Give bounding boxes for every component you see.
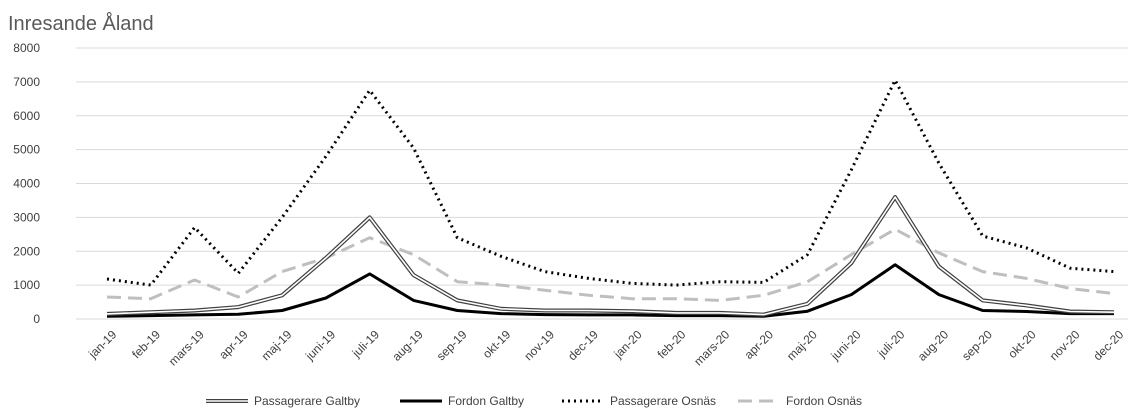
x-tick-label: nov-20: [1047, 327, 1083, 363]
x-tick-label: aug-19: [389, 327, 426, 364]
x-tick-label: maj-19: [259, 327, 295, 363]
legend-label: Fordon Osnäs: [786, 394, 862, 408]
legend: Passagerare Galtby Fordon Galtby Passagera…: [206, 394, 862, 408]
x-tick-label: apr-19: [216, 327, 251, 362]
x-axis-ticks: jan-19 feb-19 mars-19 apr-19 maj-19 juni-19 ju…: [85, 327, 1126, 368]
x-tick-label: sep-20: [959, 327, 995, 363]
chart-title: Inresande Åland: [8, 12, 154, 35]
x-tick-label: aug-20: [915, 327, 952, 364]
series-line-fordon-galtby: [106, 263, 1114, 318]
series-lines: [106, 78, 1115, 318]
y-tick-label: 4000: [13, 177, 40, 191]
x-tick-label: feb-19: [129, 327, 163, 361]
legend-item: Fordon Osnäs: [738, 394, 862, 408]
x-tick-label: dec-19: [565, 327, 601, 363]
x-tick-label: juli-19: [349, 327, 382, 360]
legend-item: Passagerare Osnäs: [562, 394, 716, 408]
series-line-passagerare-osnäs: [106, 78, 1115, 287]
x-tick-label: sep-19: [434, 327, 470, 363]
y-tick-label: 7000: [13, 75, 40, 89]
y-tick-label: 0: [33, 312, 40, 326]
x-tick-label: nov-19: [521, 327, 557, 363]
x-tick-label: feb-20: [655, 327, 689, 361]
x-tick-label: dec-20: [1090, 327, 1126, 363]
x-tick-label: okt-19: [480, 327, 514, 361]
x-tick-label: jan-20: [611, 327, 645, 361]
x-tick-label: apr-20: [742, 327, 777, 362]
y-tick-label: 2000: [13, 244, 40, 258]
y-tick-label: 6000: [13, 109, 40, 123]
x-tick-label: okt-20: [1005, 327, 1039, 361]
legend-label: Passagerare Osnäs: [610, 394, 716, 408]
x-tick-label: juni-19: [302, 327, 338, 363]
legend-label: Fordon Galtby: [448, 394, 524, 408]
x-tick-label: maj-20: [784, 327, 820, 363]
y-tick-label: 8000: [13, 41, 40, 55]
x-tick-label: mars-20: [691, 327, 732, 368]
legend-label: Passagerare Galtby: [254, 394, 360, 408]
x-tick-label: mars-19: [166, 327, 207, 368]
series-line-fordon-osnäs: [106, 227, 1115, 302]
legend-item: Fordon Galtby: [400, 394, 524, 408]
y-tick-label: 5000: [13, 143, 40, 157]
y-tick-label: 3000: [13, 210, 40, 224]
gridlines: [76, 47, 1128, 286]
y-tick-label: 1000: [13, 278, 40, 292]
x-tick-label: juni-20: [828, 327, 864, 363]
y-axis-ticks: 0 1000 2000 3000 4000 5000 6000 7000 8000: [13, 41, 40, 326]
x-tick-label: jan-19: [85, 327, 119, 361]
x-tick-label: juli-20: [874, 327, 907, 360]
legend-item: Passagerare Galtby: [206, 394, 360, 408]
series-line-passagerare-galtby-inner: [106, 196, 1115, 316]
